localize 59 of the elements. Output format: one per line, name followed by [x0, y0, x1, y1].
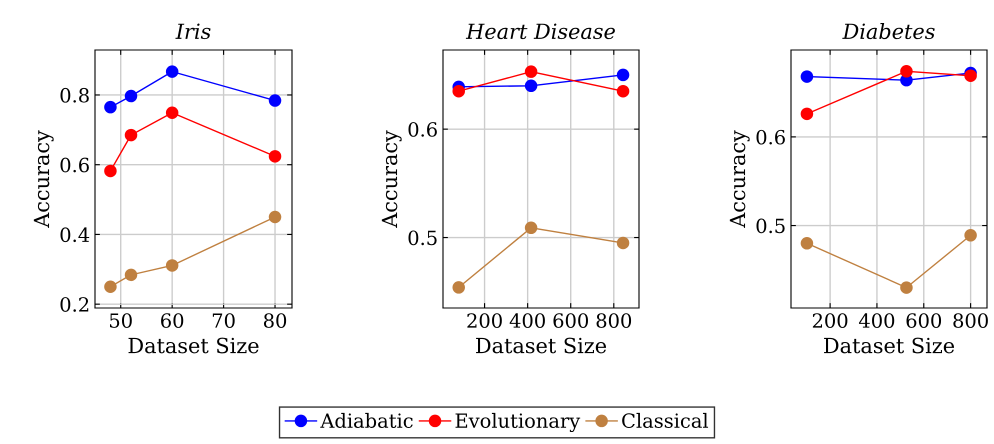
x-tick-label: 60: [161, 313, 184, 328]
x-tick-label: 200: [812, 313, 848, 328]
point: [124, 90, 138, 102]
y-tick-label: 0.5: [408, 230, 437, 246]
point: [124, 268, 138, 282]
x-tick-label: 50: [110, 313, 132, 328]
point: [800, 108, 814, 120]
point: [616, 236, 630, 250]
point: [104, 280, 117, 293]
point: [104, 100, 117, 114]
x-axis-title: Dataset Size: [476, 338, 606, 354]
y-tick-label: 0.6: [756, 130, 785, 145]
x-tick-label: 800: [953, 313, 988, 328]
point: [524, 222, 538, 234]
legend-label: Classical: [622, 412, 708, 428]
x-tick-label: 70: [212, 313, 235, 328]
y-tick-label: 0.6: [60, 158, 89, 172]
x-tick-label: 400: [510, 313, 545, 328]
y-tick-label: 0.8: [60, 88, 89, 103]
y-tick-label: 0.4: [60, 227, 90, 242]
point: [268, 210, 282, 224]
x-axis-title: Dataset Size: [824, 338, 954, 354]
x-tick-label: 80: [264, 313, 286, 328]
x-tick-label: 200: [467, 313, 502, 328]
point: [800, 237, 814, 250]
x-tick-label: 400: [858, 313, 894, 328]
point: [166, 106, 178, 120]
point: [900, 65, 913, 78]
legend-label: Evolutionary: [456, 412, 580, 432]
point: [268, 150, 282, 163]
point: [964, 69, 977, 82]
y-axis-title: Accuracy: [730, 130, 750, 228]
x-tick-label: 800: [596, 313, 632, 328]
point: [452, 84, 465, 98]
point: [800, 70, 814, 83]
chart-title: Diabetes: [842, 23, 935, 40]
point: [452, 281, 465, 294]
y-axis-title: Accuracy: [34, 130, 54, 228]
point: [166, 65, 178, 78]
x-tick-label: 600: [553, 313, 588, 328]
point: [616, 84, 630, 98]
point: [524, 80, 538, 92]
point: [524, 65, 538, 78]
point: [616, 68, 630, 82]
chart-title: Iris: [175, 24, 211, 40]
point: [166, 259, 178, 272]
x-axis-title: Dataset Size: [128, 338, 259, 354]
point: [268, 94, 282, 107]
x-tick-label: 600: [906, 313, 942, 328]
point: [124, 128, 138, 142]
y-tick-label: 0.6: [408, 122, 437, 137]
chart-title: Heart Disease: [466, 24, 615, 40]
point: [900, 281, 913, 294]
point: [964, 229, 977, 242]
y-axis-title: Accuracy: [382, 130, 402, 228]
y-tick-label: 0.2: [60, 297, 88, 312]
legend-label: Adiabatic: [320, 412, 413, 428]
y-tick-label: 0.5: [756, 218, 785, 234]
point: [104, 164, 117, 178]
